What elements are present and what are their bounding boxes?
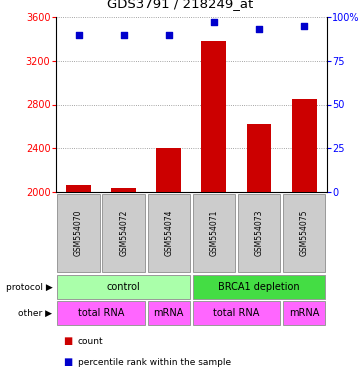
Text: mRNA: mRNA xyxy=(153,308,184,318)
Text: GSM554073: GSM554073 xyxy=(255,210,264,256)
Text: ■: ■ xyxy=(63,336,73,346)
Text: ■: ■ xyxy=(63,358,73,367)
Text: BRCA1 depletion: BRCA1 depletion xyxy=(218,282,300,292)
Text: total RNA: total RNA xyxy=(78,308,124,318)
Bar xyxy=(57,301,145,325)
Bar xyxy=(283,194,325,272)
Bar xyxy=(283,301,325,325)
Bar xyxy=(193,301,280,325)
Bar xyxy=(247,124,271,192)
Text: protocol ▶: protocol ▶ xyxy=(5,283,52,291)
Text: total RNA: total RNA xyxy=(213,308,260,318)
Bar xyxy=(103,194,145,272)
Text: percentile rank within the sample: percentile rank within the sample xyxy=(78,358,231,367)
Text: other ▶: other ▶ xyxy=(18,308,52,318)
Bar xyxy=(156,148,181,192)
Text: control: control xyxy=(107,282,140,292)
Text: GSM554070: GSM554070 xyxy=(74,210,83,256)
Text: GDS3791 / 218249_at: GDS3791 / 218249_at xyxy=(107,0,254,10)
Bar xyxy=(292,99,317,192)
Point xyxy=(256,26,262,32)
Bar xyxy=(193,194,235,272)
Bar xyxy=(111,188,136,192)
Bar xyxy=(57,194,100,272)
Bar xyxy=(66,185,91,192)
Point xyxy=(301,23,307,29)
Bar xyxy=(201,41,226,192)
Point xyxy=(211,19,217,25)
Text: mRNA: mRNA xyxy=(289,308,319,318)
Text: GSM554075: GSM554075 xyxy=(300,210,309,256)
Bar xyxy=(148,194,190,272)
Bar xyxy=(57,275,190,299)
Bar xyxy=(238,194,280,272)
Text: count: count xyxy=(78,337,103,346)
Point xyxy=(121,31,126,38)
Point xyxy=(166,31,172,38)
Bar xyxy=(148,301,190,325)
Text: GSM554072: GSM554072 xyxy=(119,210,128,256)
Point xyxy=(76,31,82,38)
Text: GSM554074: GSM554074 xyxy=(164,210,173,256)
Bar xyxy=(193,275,325,299)
Text: GSM554071: GSM554071 xyxy=(209,210,218,256)
